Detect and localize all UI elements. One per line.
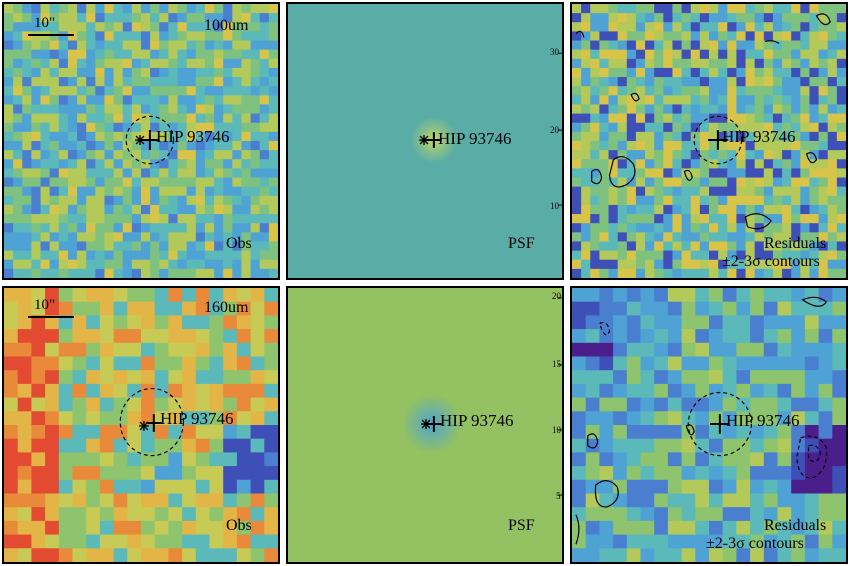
psf-caption: PSF xyxy=(508,517,535,534)
band-label: 100um xyxy=(204,17,249,34)
psf-panel-160um: 20 15 10 5 HIP 93746 PSF xyxy=(286,286,564,564)
obs-panel-160um: 10" 160um Obs HIP 93746 xyxy=(2,286,280,564)
psf-map xyxy=(288,288,562,562)
axis-tick: 10 xyxy=(552,425,561,435)
contour-caption: ±2-3σ contours xyxy=(706,535,804,552)
source-label: HIP 93746 xyxy=(156,127,230,146)
pixel-map xyxy=(4,4,278,278)
source-label: HIP 93746 xyxy=(438,129,512,148)
axis-tick: 10 xyxy=(550,201,559,211)
scale-label: 10" xyxy=(34,15,56,31)
residual-panel-100um: HIP 93746 Residuals ±2-3σ contours xyxy=(570,2,848,280)
source-label: HIP 93746 xyxy=(726,411,800,430)
residual-caption: Residuals xyxy=(764,517,827,534)
axis-tick: 30 xyxy=(550,47,559,57)
axis-tick: 5 xyxy=(556,491,561,501)
contour-caption: ±2-3σ contours xyxy=(722,253,820,270)
axis-tick: 20 xyxy=(552,291,561,301)
obs-caption: Obs xyxy=(226,517,252,534)
source-label: HIP 93746 xyxy=(722,127,796,146)
scale-bar xyxy=(28,316,74,318)
obs-panel-100um: 10" 100um Obs HIP 93746 xyxy=(2,2,280,280)
axis-tick: 20 xyxy=(550,125,559,135)
source-label: HIP 93746 xyxy=(440,411,514,430)
residual-panel-160um: HIP 93746 Residuals ±2-3σ contours xyxy=(570,286,848,564)
obs-caption: Obs xyxy=(226,235,252,252)
scale-bar xyxy=(28,34,74,36)
band-label: 160um xyxy=(204,299,249,316)
residual-caption: Residuals xyxy=(764,235,827,252)
psf-panel-100um: 30 20 10 HIP 93746 PSF xyxy=(286,2,564,280)
axis-tick: 15 xyxy=(552,359,561,369)
source-label: HIP 93746 xyxy=(160,409,234,428)
scale-label: 10" xyxy=(34,297,56,313)
psf-caption: PSF xyxy=(508,235,535,252)
pixel-map xyxy=(4,288,278,562)
